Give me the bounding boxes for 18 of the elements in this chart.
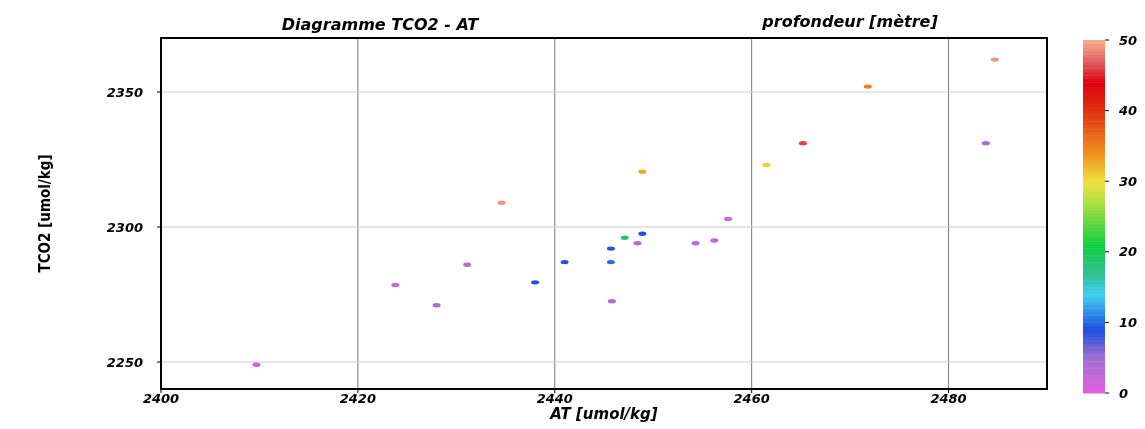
color-bar-label: 10: [1119, 314, 1138, 330]
color-bar-label: 50: [1119, 32, 1138, 48]
y-tick-label: 2350: [106, 85, 143, 100]
x-tick-label: 2400: [142, 391, 180, 406]
x-axis-title: AT [umol/kg]: [549, 405, 658, 423]
x-tick-label: 2460: [733, 391, 770, 406]
x-tick-label: 2440: [536, 391, 573, 406]
color-bar-label: 20: [1119, 244, 1138, 260]
y-tick-label: 2250: [106, 355, 143, 370]
color-bar-title: profondeur [mètre]: [761, 12, 939, 31]
x-tick-label: 2480: [930, 391, 967, 406]
color-bar-label: 40: [1118, 103, 1138, 119]
y-axis-title: TCO2 [umol/kg]: [36, 154, 54, 273]
y-tick-label: 2300: [106, 220, 143, 235]
x-tick-label: 2420: [339, 391, 376, 406]
chart-title: Diagramme TCO2 - AT: [281, 15, 480, 34]
color-bar-label: 0: [1119, 385, 1129, 401]
color-bar-label: 30: [1119, 173, 1138, 189]
